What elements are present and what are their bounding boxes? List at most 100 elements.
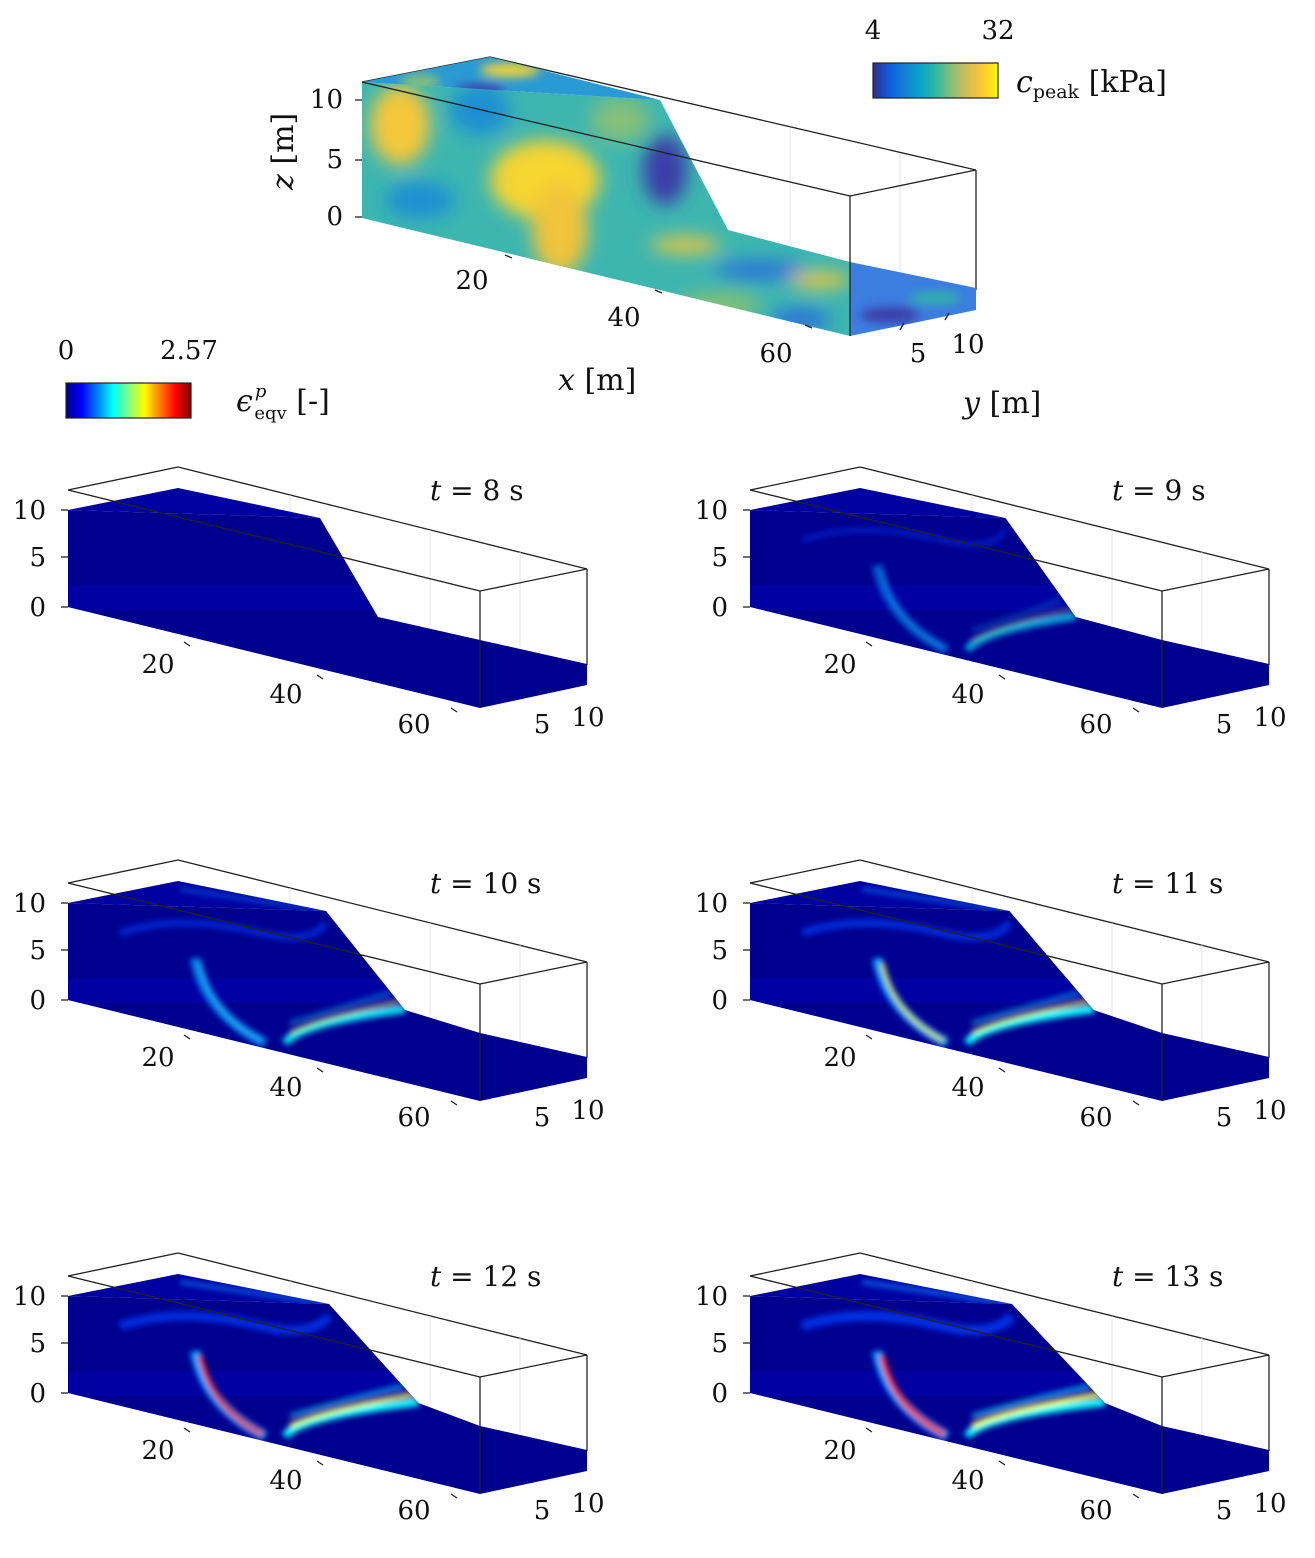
cpeak-colorbar-label: cpeak [kPa]	[1016, 65, 1167, 103]
top-z-tick-10: 10	[310, 85, 343, 115]
time-label: t = 10 s	[430, 867, 541, 900]
top-x-label: x [m]	[558, 363, 636, 398]
cpeak-panel: 10 5 0 20 40 60 5 10 z [m] x [m] y [m] 4…	[266, 16, 1167, 421]
snapshot-panel-6: 0 5 10 20 40 60 5 10 t = 13 s	[695, 1252, 1287, 1526]
z-tick-10: 10	[13, 1282, 46, 1312]
box-back-edges	[749, 859, 1270, 1058]
x-tick-20: 20	[141, 1436, 174, 1466]
y-tick-5: 5	[534, 1496, 551, 1526]
x-tick-20: 20	[141, 1043, 174, 1073]
strain-side-face	[1162, 640, 1269, 708]
time-label: t = 13 s	[1112, 1260, 1223, 1293]
z-tick-0: 0	[711, 1379, 728, 1409]
z-tick-5: 5	[29, 543, 46, 573]
x-tick-60: 60	[1079, 1496, 1112, 1526]
box-back-edges	[749, 466, 1270, 665]
box-front-edges	[749, 1275, 1270, 1494]
z-tick-0: 0	[711, 593, 728, 623]
y-tick-10: 10	[571, 1096, 604, 1126]
y-tick-10: 10	[571, 1489, 604, 1519]
x-tick-60: 60	[1079, 710, 1112, 740]
z-tick-5: 5	[29, 936, 46, 966]
x-tick-40: 40	[269, 1466, 302, 1496]
z-tick-10: 10	[13, 496, 46, 526]
top-z-tick-5: 5	[326, 145, 343, 175]
box-front-edges	[67, 489, 588, 708]
y-tick-5: 5	[534, 1103, 551, 1133]
x-tick-40: 40	[951, 1466, 984, 1496]
y-tick-5: 5	[1216, 1496, 1233, 1526]
cpeak-side-face	[850, 262, 976, 336]
x-tick-60: 60	[397, 1103, 430, 1133]
z-tick-0: 0	[29, 1379, 46, 1409]
z-tick-0: 0	[29, 986, 46, 1016]
x-tick-20: 20	[141, 650, 174, 680]
strain-side-face	[1162, 1426, 1269, 1494]
strain-colorbar: 0 2.57 ϵ p eqv [-]	[58, 336, 330, 424]
time-label: t = 8 s	[430, 474, 524, 507]
top-x-tick-40: 40	[607, 303, 640, 333]
top-y-label: y [m]	[961, 386, 1041, 421]
y-tick-10: 10	[571, 703, 604, 733]
z-tick-5: 5	[711, 1329, 728, 1359]
z-tick-5: 5	[711, 543, 728, 573]
x-tick-40: 40	[269, 1073, 302, 1103]
top-ticks	[355, 99, 950, 331]
z-tick-10: 10	[695, 1282, 728, 1312]
time-label: t = 11 s	[1112, 867, 1223, 900]
strain-colorbar-label: ϵ p eqv [-]	[236, 381, 330, 424]
strain-side-face	[480, 1033, 587, 1101]
top-y-tick-10: 10	[951, 330, 984, 360]
cpeak-colorbar-min: 4	[865, 16, 882, 46]
y-tick-5: 5	[1216, 1103, 1233, 1133]
x-tick-20: 20	[823, 1436, 856, 1466]
top-x-tick-20: 20	[455, 266, 488, 296]
y-tick-5: 5	[534, 710, 551, 740]
z-tick-10: 10	[695, 496, 728, 526]
strain-side-face	[480, 640, 587, 708]
cpeak-colorbar-max: 32	[981, 16, 1014, 46]
snapshot-panels: 0 5 10 20 40 60 5 10 t = 8 s 0 5 10 20 40 60 5 10 t = 9 s…	[13, 466, 1287, 1526]
top-x-tick-60: 60	[759, 339, 792, 369]
box-front-edges	[67, 1275, 588, 1494]
cpeak-colorbar: 4 32 cpeak [kPa]	[865, 16, 1167, 103]
snapshot-panel-4: 0 5 10 20 40 60 5 10 t = 11 s	[695, 859, 1287, 1133]
top-z-tick-0: 0	[326, 202, 343, 232]
box-back-edges	[67, 859, 588, 1058]
box-back-edges	[67, 466, 588, 665]
time-label: t = 9 s	[1112, 474, 1206, 507]
x-tick-60: 60	[397, 710, 430, 740]
time-label: t = 12 s	[430, 1260, 541, 1293]
y-tick-10: 10	[1253, 703, 1286, 733]
box-front-edges	[67, 882, 588, 1101]
strain-colorbar-min: 0	[58, 336, 75, 366]
snapshot-panel-3: 0 5 10 20 40 60 5 10 t = 10 s	[13, 859, 605, 1133]
top-box-front	[361, 81, 977, 336]
y-tick-10: 10	[1253, 1096, 1286, 1126]
z-tick-0: 0	[711, 986, 728, 1016]
snapshot-panel-1: 0 5 10 20 40 60 5 10 t = 8 s	[13, 466, 605, 740]
strain-side-face	[1162, 1033, 1269, 1101]
snapshot-panel-5: 0 5 10 20 40 60 5 10 t = 12 s	[13, 1252, 605, 1526]
top-z-label: z [m]	[266, 113, 301, 191]
x-tick-40: 40	[951, 680, 984, 710]
y-tick-5: 5	[1216, 710, 1233, 740]
x-tick-40: 40	[951, 1073, 984, 1103]
x-tick-40: 40	[269, 680, 302, 710]
x-tick-20: 20	[823, 1043, 856, 1073]
z-tick-5: 5	[711, 936, 728, 966]
strain-side-face	[480, 1426, 587, 1494]
x-tick-60: 60	[397, 1496, 430, 1526]
strain-colorbar-max: 2.57	[160, 336, 218, 366]
y-tick-10: 10	[1253, 1489, 1286, 1519]
box-back-edges	[749, 1252, 1270, 1451]
x-tick-20: 20	[823, 650, 856, 680]
top-y-tick-5: 5	[910, 339, 927, 369]
z-tick-0: 0	[29, 593, 46, 623]
snapshot-panel-2: 0 5 10 20 40 60 5 10 t = 9 s	[695, 466, 1287, 740]
box-back-edges	[67, 1252, 588, 1451]
z-tick-10: 10	[13, 889, 46, 919]
svg-text:z [m]: z [m]	[266, 113, 301, 191]
z-tick-10: 10	[695, 889, 728, 919]
